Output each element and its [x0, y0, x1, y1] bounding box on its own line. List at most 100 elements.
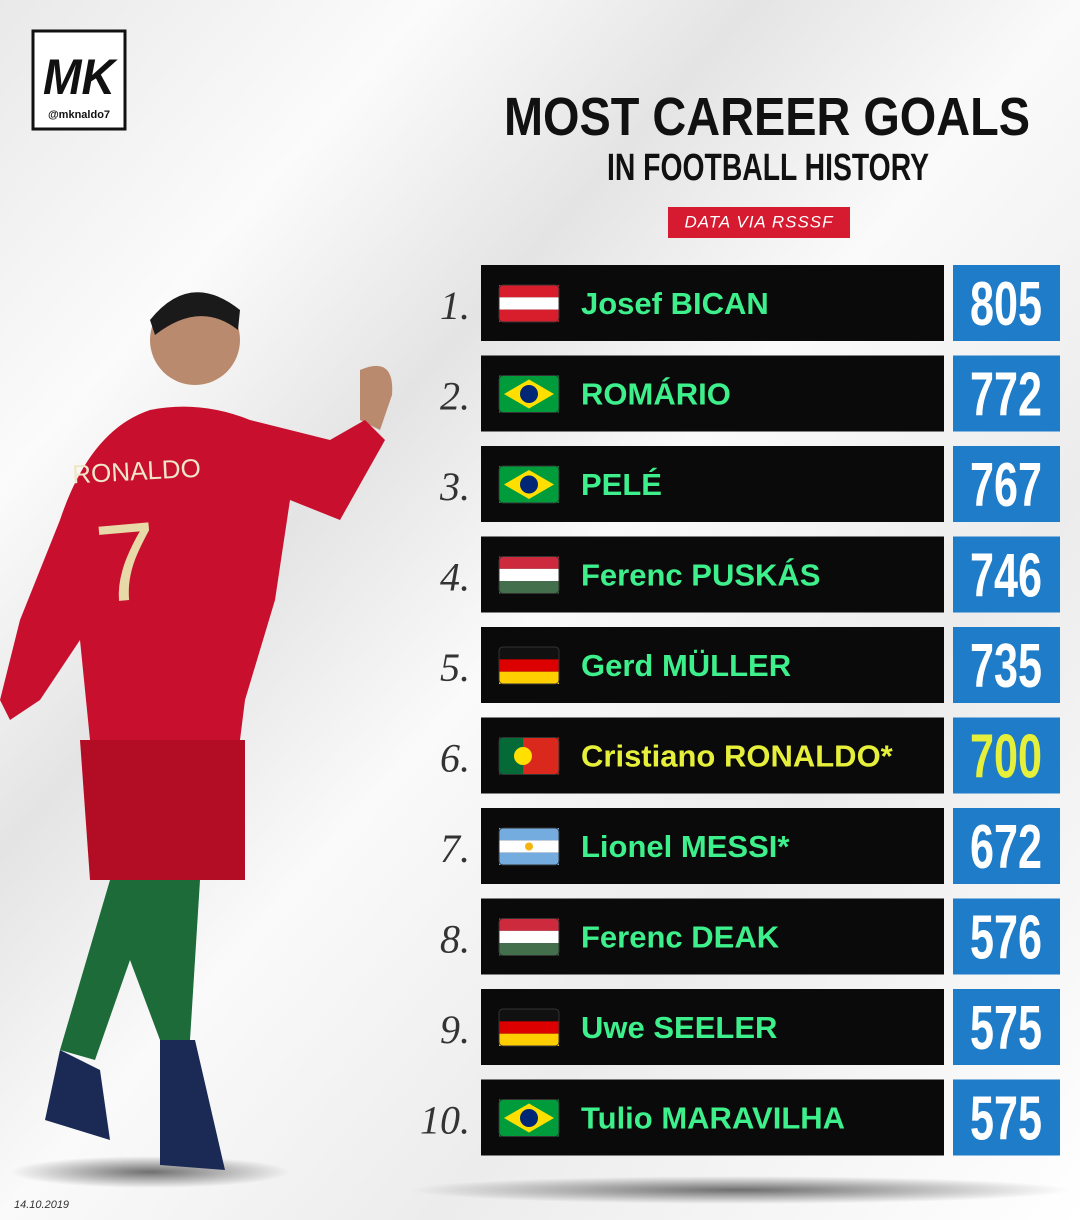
goals: 805: [970, 270, 1042, 339]
title: MOST CAREER GOALS: [504, 87, 1030, 147]
flag-stripe: [499, 918, 559, 931]
flag: [498, 1008, 560, 1047]
ranking-row: 8. Ferenc DEAK 576: [440, 898, 1060, 975]
goals-box: [953, 627, 1060, 703]
flag-stripe: [499, 309, 559, 322]
flag: [498, 556, 560, 594]
flag-sun: [525, 842, 533, 851]
date: 14.10.2019: [14, 1199, 69, 1211]
rank: 4.: [440, 555, 470, 600]
flag-stripe: [499, 943, 559, 956]
jersey-number: 7: [91, 499, 163, 627]
flag-stripe: [499, 285, 559, 298]
flag-stripe: [499, 581, 559, 594]
flag-stripe: [499, 568, 559, 582]
goals: 672: [970, 813, 1042, 882]
flag-globe: [520, 1109, 538, 1127]
flag-stripe: [499, 297, 559, 310]
goals-box: [953, 717, 1060, 794]
flag-frame: [498, 1099, 560, 1137]
ranking-row: 1. Josef BICAN 805: [440, 265, 1060, 341]
flag-globe: [520, 385, 538, 403]
goals-box: [953, 1079, 1060, 1156]
goals-box: [953, 355, 1060, 432]
flag-stripe: [499, 556, 559, 569]
flag-frame: [498, 284, 560, 323]
player-name: Ferenc PUSKÁS: [581, 558, 820, 593]
flag-stripe: [499, 671, 559, 684]
flag: [498, 827, 560, 866]
goals-box: [953, 446, 1060, 522]
flag: [498, 284, 560, 323]
flag-stripe: [499, 659, 559, 672]
goals-box: [953, 265, 1060, 341]
flag: [498, 646, 560, 685]
ranking-row: 4. Ferenc PUSKÁS 746: [440, 536, 1060, 613]
rank: 6.: [440, 736, 470, 781]
player-name: PELÉ: [581, 467, 662, 502]
flag-stripe: [499, 1021, 559, 1034]
flag-frame: [498, 827, 560, 866]
jersey-name: RONALDO: [72, 453, 202, 490]
rank: 8.: [440, 917, 470, 962]
player-name: Josef BICAN: [581, 286, 769, 321]
goals: 772: [970, 361, 1042, 430]
player-name: Uwe SEELER: [581, 1010, 777, 1045]
rank: 5.: [440, 645, 470, 690]
goals-box: [953, 989, 1060, 1065]
rank: 10.: [420, 1098, 470, 1143]
logo-handle: @mknaldo7: [48, 109, 110, 121]
flag-stripe: [499, 930, 559, 944]
ranking-row: 10. Tulio MARAVILHA 575: [420, 1079, 1060, 1156]
logo-box: [31, 29, 127, 131]
ranking-row: 3. PELÉ 767: [439, 446, 1060, 522]
goals: 575: [970, 994, 1042, 1063]
flag: [498, 737, 560, 775]
flag-globe: [520, 475, 538, 494]
goals: 575: [970, 1085, 1042, 1154]
goals: 767: [970, 451, 1042, 520]
ranking-row: 7. Lionel MESSI* 672: [440, 808, 1060, 884]
source-badge: [668, 207, 850, 238]
subtitle: IN FOOTBALL HISTORY: [607, 147, 929, 189]
goals-box: [953, 808, 1060, 884]
ranking-row: 2. ROMÁRIO 772: [440, 355, 1060, 432]
flag-stripe: [499, 1009, 559, 1022]
flag-frame: [498, 737, 560, 775]
player-name: Lionel MESSI*: [581, 829, 790, 864]
source: DATA VIA RSSSF: [684, 212, 834, 231]
flag-frame: [498, 556, 560, 594]
goals: 735: [970, 632, 1042, 701]
goals-box: [953, 898, 1060, 975]
flag: [498, 465, 560, 504]
ranking-table: 1. Josef BICAN 805 2. ROMÁRIO 772 3. PELÉ 767 4. F…: [420, 265, 1060, 1156]
flag-stripe: [499, 1033, 559, 1046]
flag-frame: [498, 375, 560, 413]
goals: 746: [970, 542, 1042, 611]
player-name: Tulio MARAVILHA: [581, 1101, 845, 1136]
goals: 576: [970, 904, 1042, 973]
player-figure: RONALDO 7: [0, 292, 393, 1170]
flag-stripe: [499, 852, 559, 865]
goals: 700: [970, 723, 1042, 792]
player-name: Cristiano RONALDO*: [581, 739, 894, 774]
flag-frame: [498, 646, 560, 685]
rank: 9.: [440, 1007, 470, 1052]
rank: 7.: [440, 826, 470, 871]
goals-box: [953, 536, 1060, 613]
flag-stripe: [499, 828, 559, 841]
player-name: Ferenc DEAK: [581, 920, 780, 955]
logo-mark: MK: [43, 49, 119, 105]
floor-shadow: [410, 1176, 1070, 1204]
rank: 2.: [440, 374, 470, 419]
flag-stripe: [499, 647, 559, 660]
player-shadow: [10, 1156, 290, 1188]
flag: [498, 375, 560, 413]
rank: 3.: [439, 464, 470, 509]
rank: 1.: [440, 283, 470, 328]
player-name: ROMÁRIO: [581, 377, 731, 412]
flag-frame: [498, 465, 560, 504]
flag-emblem: [514, 747, 532, 765]
